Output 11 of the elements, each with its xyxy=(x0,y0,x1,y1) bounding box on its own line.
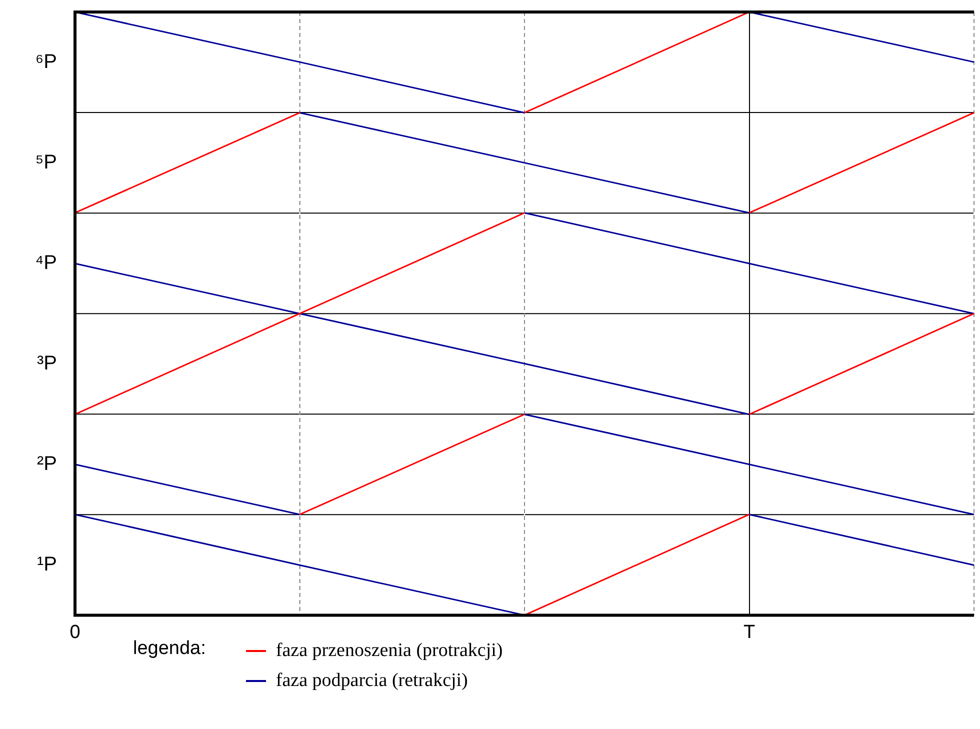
text: ¹P xyxy=(37,553,57,576)
legend-title: legenda: xyxy=(133,638,206,661)
text: ⁵P xyxy=(35,151,57,174)
legend-label: faza podparcia (retrakcji) xyxy=(276,670,468,692)
x-tick-label: T xyxy=(743,622,756,643)
text: ²P xyxy=(37,452,57,475)
text: ⁴P xyxy=(35,252,57,274)
x-tick-label: 0 xyxy=(70,622,80,643)
text: ³P xyxy=(37,352,57,374)
legend-label: faza przenoszenia (protrakcji) xyxy=(276,640,503,662)
text: ⁶P xyxy=(35,50,57,73)
